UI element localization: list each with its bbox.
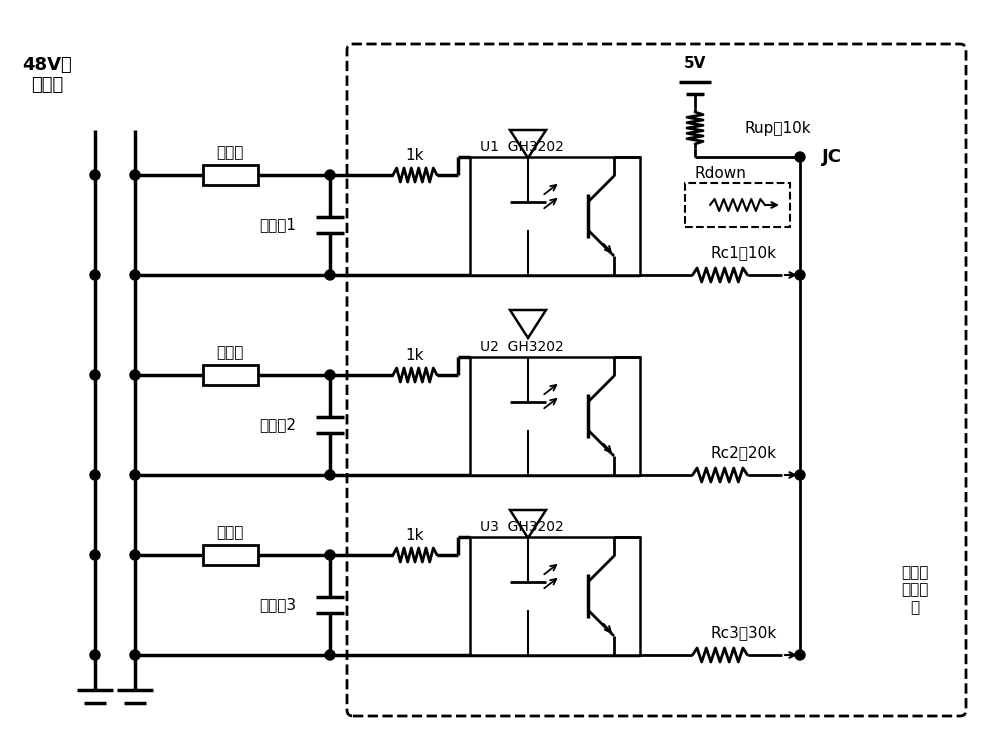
Bar	[470, 537, 640, 655]
Circle shape	[795, 152, 805, 162]
Circle shape	[130, 470, 140, 480]
Circle shape	[325, 170, 335, 180]
Text: 1k: 1k	[406, 147, 424, 163]
Text: 1k: 1k	[406, 348, 424, 363]
Text: U2  GH3202: U2 GH3202	[480, 340, 564, 354]
Text: JC: JC	[822, 148, 842, 166]
Circle shape	[90, 170, 100, 180]
Circle shape	[130, 650, 140, 660]
Text: 保险丝: 保险丝	[216, 346, 244, 360]
Circle shape	[325, 470, 335, 480]
Circle shape	[90, 550, 100, 560]
Circle shape	[325, 550, 335, 560]
Text: 电容组1: 电容组1	[260, 218, 296, 232]
Text: Rc3：30k: Rc3：30k	[710, 625, 776, 641]
Text: Rc1：10k: Rc1：10k	[710, 246, 776, 260]
Text: 1k: 1k	[406, 528, 424, 542]
Circle shape	[795, 470, 805, 480]
Bar	[202, 165, 258, 185]
Circle shape	[130, 270, 140, 280]
Circle shape	[90, 270, 100, 280]
Bar	[685, 183, 790, 227]
Text: 电容组3: 电容组3	[259, 597, 297, 613]
Circle shape	[795, 270, 805, 280]
Text: U1  GH3202: U1 GH3202	[480, 140, 564, 154]
Bar	[202, 365, 258, 385]
Circle shape	[325, 370, 335, 380]
Bar	[470, 357, 640, 475]
Text: 电容组2: 电容组2	[260, 417, 296, 432]
Circle shape	[90, 370, 100, 380]
Bar	[202, 545, 258, 565]
Text: 5V: 5V	[684, 56, 706, 72]
Circle shape	[795, 650, 805, 660]
Circle shape	[90, 650, 100, 660]
Text: U3  GH3202: U3 GH3202	[480, 520, 564, 534]
Text: 保险丝: 保险丝	[216, 525, 244, 540]
Circle shape	[325, 650, 335, 660]
Circle shape	[130, 550, 140, 560]
Text: Rdown: Rdown	[695, 166, 747, 181]
Bar	[470, 157, 640, 275]
Circle shape	[130, 370, 140, 380]
Circle shape	[130, 170, 140, 180]
Text: Rup：10k: Rup：10k	[745, 121, 812, 135]
Text: 48V直
流母线: 48V直 流母线	[22, 56, 72, 95]
Circle shape	[90, 470, 100, 480]
Text: 保险丝: 保险丝	[216, 146, 244, 161]
Text: Rc2：20k: Rc2：20k	[710, 445, 776, 460]
Text: 电容组
检测电
路: 电容组 检测电 路	[901, 565, 929, 615]
Circle shape	[325, 270, 335, 280]
